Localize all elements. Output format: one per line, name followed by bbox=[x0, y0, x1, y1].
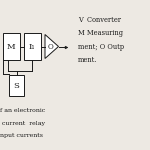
Text: V  Converter: V Converter bbox=[78, 15, 121, 24]
Text: S: S bbox=[14, 81, 20, 90]
Bar bbox=[3, 33, 20, 60]
Text: M Measuring: M Measuring bbox=[78, 29, 123, 37]
Text: nput currents: nput currents bbox=[0, 132, 43, 138]
Text: ment; O Outp: ment; O Outp bbox=[78, 42, 124, 51]
Text: M: M bbox=[7, 42, 16, 51]
Text: O: O bbox=[47, 42, 53, 51]
Text: current  relay: current relay bbox=[0, 120, 45, 126]
Bar bbox=[24, 33, 40, 60]
Text: I₁: I₁ bbox=[29, 42, 36, 51]
Text: f an electronic: f an electronic bbox=[0, 108, 45, 114]
Text: ment.: ment. bbox=[78, 56, 98, 64]
Bar bbox=[9, 75, 24, 96]
Polygon shape bbox=[45, 34, 58, 58]
